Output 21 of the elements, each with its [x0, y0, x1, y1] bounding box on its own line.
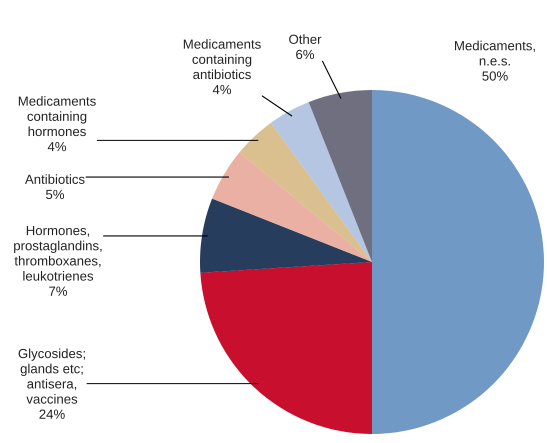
pie-slice: [200, 198, 372, 273]
data-label: 5%: [46, 190, 64, 200]
slice-label: Antibiotics: [24, 174, 85, 184]
data-label: 4%: [48, 142, 66, 152]
data-label: 50%: [482, 71, 508, 81]
slice-label: Other: [289, 34, 322, 44]
slice-label: Medicaments, n.e.s.: [455, 40, 535, 66]
pie-slice: [308, 90, 372, 262]
slice-label: Medicaments containing antibiotics: [184, 39, 261, 80]
pie-slice: [200, 262, 372, 434]
data-label: 4%: [212, 85, 232, 94]
data-label: 6%: [296, 50, 314, 60]
pie-slice: [270, 102, 372, 262]
pie-slice: [239, 122, 372, 262]
pie-slice: [212, 152, 372, 262]
pie-slice: [372, 90, 544, 434]
slice-label: Glycosides; glands etc; antisera, vaccines: [18, 348, 85, 404]
slice-label: Hormones, prostaglandins, thromboxanes, leukotrienes: [14, 226, 102, 281]
slice-label: Medicaments containing hormones: [18, 96, 96, 136]
data-label: 7%: [49, 286, 68, 296]
data-label: 24%: [39, 410, 65, 419]
